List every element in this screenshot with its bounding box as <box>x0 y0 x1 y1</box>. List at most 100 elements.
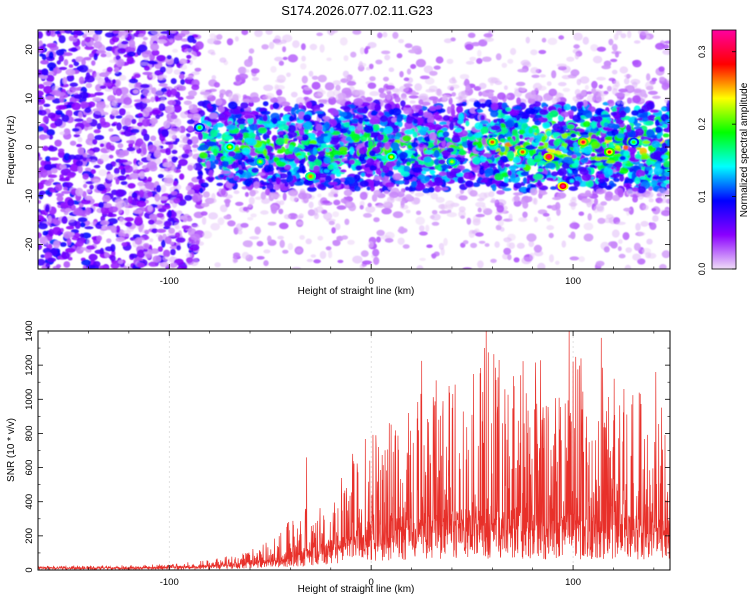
heatmap-speckle <box>96 123 102 130</box>
heatmap-speckle <box>651 77 657 82</box>
heatmap-speckle <box>44 239 50 246</box>
heatmap-speckle <box>597 170 603 175</box>
heatmap-speckle <box>261 198 271 204</box>
heatmap-speckle <box>573 32 583 41</box>
heatmap-speckle <box>525 36 530 44</box>
heatmap-speckle <box>632 196 638 203</box>
heatmap-speckle <box>528 240 535 248</box>
heatmap-speckle <box>625 247 632 253</box>
heatmap-speckle <box>106 66 113 73</box>
heatmap-speckle <box>534 120 542 126</box>
heatmap-speckle <box>435 88 443 96</box>
heatmap-speckle <box>174 232 181 238</box>
heatmap-speckle <box>267 221 277 226</box>
heatmap-speckle <box>651 140 661 148</box>
heatmap-speckle <box>58 66 68 71</box>
heatmap-speckle <box>512 156 521 164</box>
heatmap-speckle <box>277 235 284 240</box>
figure-title: S174.2026.077.02.11.G23 <box>281 3 433 18</box>
heatmap-speckle <box>263 260 269 267</box>
heatmap-speckle <box>529 252 535 260</box>
heatmap-speckle <box>63 261 71 268</box>
heatmap-speckle <box>645 166 652 171</box>
heatmap-speckle <box>324 82 335 91</box>
heatmap-speckle <box>38 156 43 161</box>
heatmap-speckle <box>341 235 349 240</box>
heatmap-speckle <box>38 222 48 230</box>
heatmap-speckle <box>187 119 195 125</box>
heatmap-speckle <box>103 82 113 87</box>
heatmap-speckle <box>178 144 187 148</box>
heatmap-speckle <box>490 110 499 118</box>
heatmap-speckle <box>242 206 249 212</box>
heatmap-speckle <box>219 204 228 213</box>
heatmap-speckle <box>518 87 523 91</box>
heatmap-speckle <box>214 159 219 165</box>
heatmap-speckle <box>433 149 440 158</box>
heatmap-speckle <box>335 93 344 102</box>
heatmap-speckle <box>360 250 369 257</box>
heatmap-speckle <box>241 147 251 155</box>
heatmap-speckle <box>409 100 416 104</box>
heatmap-speckle <box>535 128 540 135</box>
heatmap-speckle <box>405 209 411 214</box>
heatmap-speckle <box>399 71 404 78</box>
heatmap-speckle <box>584 85 590 90</box>
heatmap-speckle <box>508 213 513 222</box>
heatmap-speckle <box>415 58 426 68</box>
heatmap-speckle <box>596 46 607 52</box>
heatmap-speckle <box>518 217 528 223</box>
heatmap-speckle <box>317 74 327 83</box>
heatmap-speckle <box>163 120 171 129</box>
heatmap-speckle <box>175 237 186 243</box>
heatmap-speckle <box>582 36 589 45</box>
heatmap-speckle <box>121 242 128 247</box>
heatmap-speckle <box>299 235 305 240</box>
heatmap-speckle <box>108 154 114 159</box>
heatmap-speckle <box>131 192 138 200</box>
heatmap-speckle <box>261 185 267 190</box>
heatmap-speckle <box>114 79 121 87</box>
heatmap-speckle <box>173 35 183 41</box>
heatmap-speckle <box>134 237 143 245</box>
heatmap-speckle <box>156 212 164 218</box>
heatmap-speckle <box>99 72 110 78</box>
heatmap-speckle <box>545 162 556 169</box>
heatmap-speckle <box>474 132 483 138</box>
heatmap-speckle <box>247 217 254 221</box>
heatmap-speckle <box>398 39 404 44</box>
heatmap-speckle <box>246 240 253 248</box>
heatmap-speckle <box>457 119 464 125</box>
heatmap-speckle <box>210 222 221 231</box>
heatmap-speckle <box>441 94 447 103</box>
heatmap-speckle <box>223 215 232 220</box>
heatmap-speckle <box>155 114 161 120</box>
heatmap-speckle <box>546 130 552 137</box>
heatmap-speckle <box>110 262 120 269</box>
heatmap-speckle <box>568 234 575 239</box>
heatmap-speckle <box>349 146 355 155</box>
heatmap-speckle <box>315 123 323 132</box>
heatmap-speckle <box>344 196 353 201</box>
heatmap-speckle <box>274 56 284 62</box>
heatmap-speckle <box>325 246 332 251</box>
heatmap-speckle <box>123 33 129 38</box>
heatmap-speckle <box>249 189 256 197</box>
heatmap-speckle <box>662 123 668 129</box>
heatmap-speckle <box>244 69 250 73</box>
heatmap-speckle <box>664 40 670 44</box>
heatmap-speckle <box>646 157 651 167</box>
heatmap-speckle <box>490 199 499 204</box>
heatmap-speckle <box>55 49 65 56</box>
heatmap-speckle <box>376 236 381 243</box>
heatmap-speckle <box>505 107 512 112</box>
heatmap-speckle <box>39 105 43 112</box>
heatmap-speckle <box>604 193 613 202</box>
heatmap-speckle <box>516 242 525 249</box>
heatmap-speckle <box>572 114 582 123</box>
heatmap-speckle <box>151 228 158 234</box>
heatmap-speckle <box>630 78 641 85</box>
heatmap-speckle <box>652 215 659 222</box>
heatmap-speckle <box>260 181 270 186</box>
heatmap-speckle <box>236 118 247 125</box>
